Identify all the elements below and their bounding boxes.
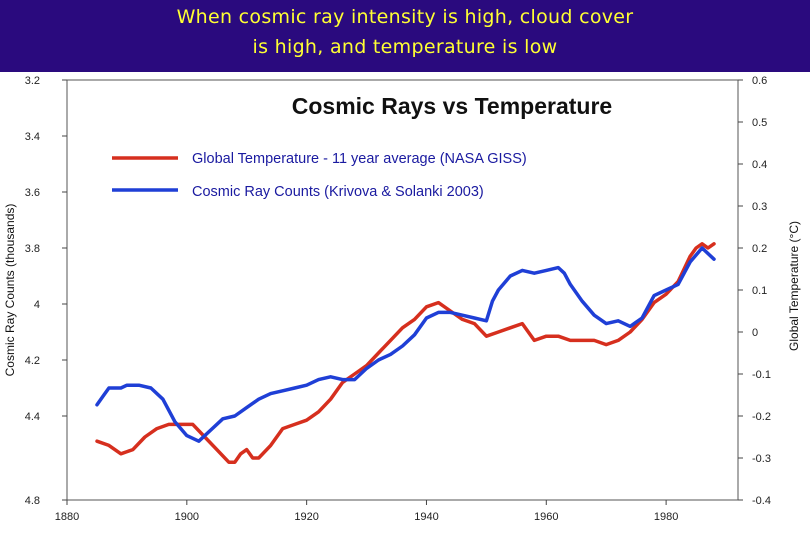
right-tick-label: 0.1 <box>752 285 767 297</box>
left-tick-label: 4.8 <box>25 495 40 507</box>
right-tick-label: 0.6 <box>752 75 767 87</box>
banner-title-line-1: When cosmic ray intensity is high, cloud… <box>176 6 634 28</box>
left-tick-label: 3.2 <box>25 75 40 87</box>
right-tick-label: -0.2 <box>752 411 771 423</box>
right-tick-label: 0.5 <box>752 117 767 129</box>
right-tick-label: -0.1 <box>752 369 771 381</box>
x-tick-label: 1880 <box>55 511 79 523</box>
left-tick-label: 3.8 <box>25 243 40 255</box>
plot-frame <box>66 79 739 501</box>
chart-title: Cosmic Rays vs Temperature <box>292 93 612 119</box>
x-tick-label: 1920 <box>294 511 318 523</box>
temperature-line <box>95 242 716 464</box>
series-lines <box>95 242 716 464</box>
cosmic-ray-line <box>95 246 716 443</box>
x-tick-label: 1940 <box>414 511 438 523</box>
legend-temperature-label: Global Temperature - 11 year average (NA… <box>192 151 527 167</box>
left-axis-label: Cosmic Ray Counts (thousands) <box>3 204 17 377</box>
left-tick-label: 4 <box>34 299 40 311</box>
right-tick-label: -0.4 <box>752 495 771 507</box>
right-tick-label: -0.3 <box>752 453 771 465</box>
right-tick-label: 0.3 <box>752 201 767 213</box>
x-tick-label: 1960 <box>534 511 558 523</box>
left-tick-label: 4.4 <box>25 411 40 423</box>
left-tick-label: 4.2 <box>25 355 40 367</box>
left-y-axis: 3.2 3.4 3.6 3.8 4 4.2 4.4 4.8 <box>25 75 67 507</box>
banner-title-line-2: is high, and temperature is low <box>252 36 558 58</box>
right-tick-label: 0.2 <box>752 243 767 255</box>
left-tick-label: 3.4 <box>25 131 40 143</box>
right-axis-label: Global Temperature (°C) <box>787 221 801 351</box>
x-tick-label: 1980 <box>654 511 678 523</box>
title-banner: When cosmic ray intensity is high, cloud… <box>0 0 810 72</box>
x-axis: 1880 1900 1920 1940 1960 1980 <box>55 500 678 523</box>
right-tick-label: 0 <box>752 327 758 339</box>
right-tick-label: 0.4 <box>752 159 767 171</box>
x-tick-label: 1900 <box>175 511 199 523</box>
legend-cosmic-label: Cosmic Ray Counts (Krivova & Solanki 200… <box>192 184 484 200</box>
cosmic-temperature-chart: Cosmic Rays vs Temperature Global Temper… <box>3 75 801 523</box>
right-y-axis: 0.6 0.5 0.4 0.3 0.2 0.1 0 -0.1 -0.2 -0.3 -0.4 <box>738 75 771 507</box>
left-tick-label: 3.6 <box>25 187 40 199</box>
